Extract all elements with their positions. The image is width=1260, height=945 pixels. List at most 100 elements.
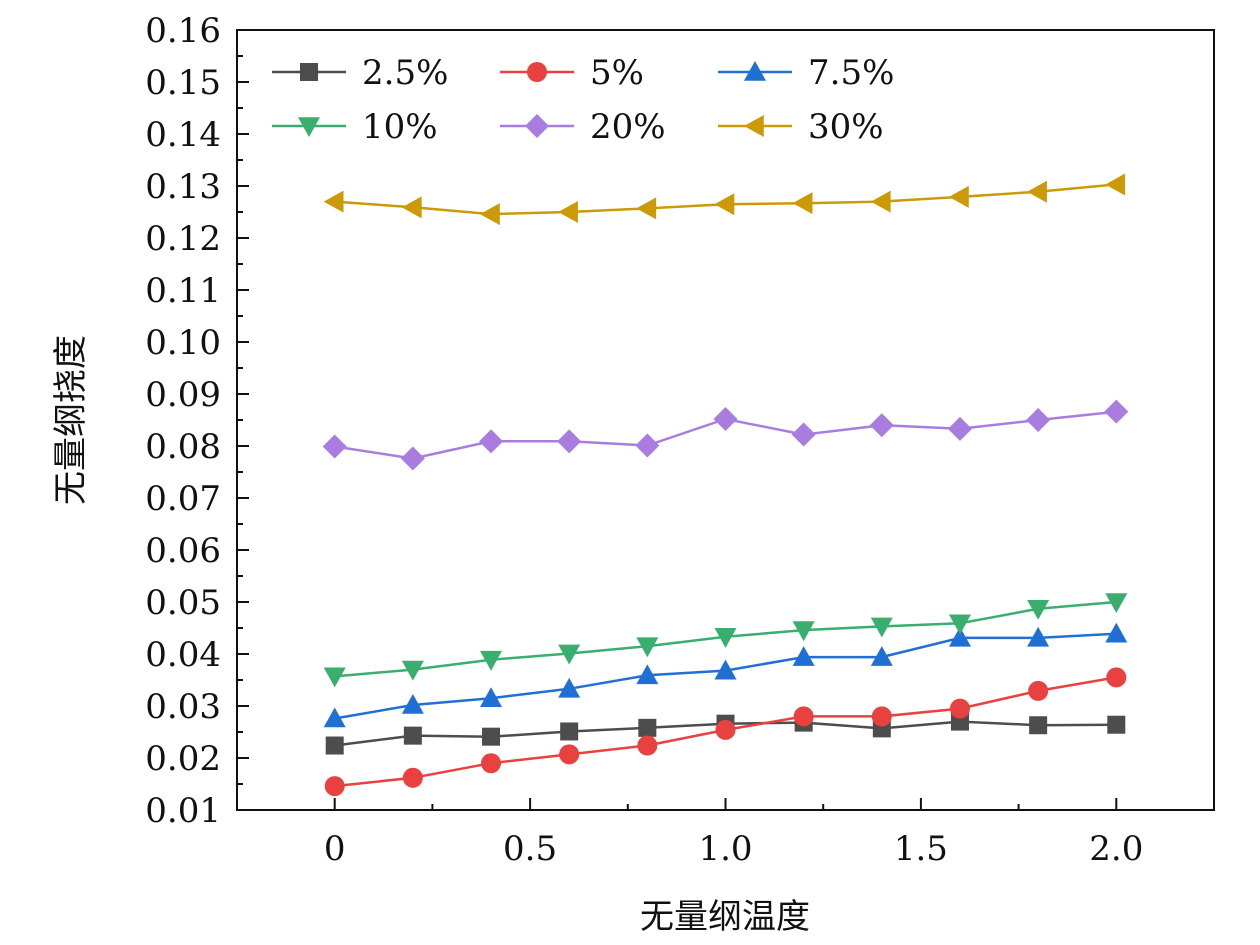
- circle-marker: [637, 735, 658, 756]
- triangle-up-marker: [870, 646, 893, 666]
- triangle-up-marker: [401, 693, 424, 714]
- legend-item: 7.5%: [718, 53, 894, 93]
- square-marker: [325, 736, 344, 755]
- triangle-up-marker: [1027, 626, 1050, 647]
- circle-marker: [402, 767, 423, 788]
- square-marker: [1107, 715, 1126, 734]
- legend-label: 5%: [590, 53, 644, 93]
- y-axis-title: 无量纲挠度: [51, 335, 91, 505]
- square-marker: [560, 722, 579, 741]
- triangle-up-marker: [558, 677, 581, 698]
- x-axis-title: 无量纲温度: [640, 897, 810, 937]
- x-tick-label: 1.0: [698, 829, 752, 869]
- triangle-down-marker: [792, 621, 815, 642]
- square-marker: [403, 726, 422, 745]
- triangle-down-marker: [298, 117, 320, 137]
- triangle-down-marker: [323, 667, 346, 688]
- legend-item: 2.5%: [272, 53, 448, 93]
- circle-marker: [793, 706, 814, 727]
- circle-marker: [481, 753, 502, 774]
- x-axis-ticks: 0 0.5 1.0 1.5 2.0: [324, 798, 1143, 869]
- legend-item: 20%: [500, 107, 666, 147]
- triangle-left-marker: [1105, 173, 1126, 196]
- y-tick-label: 0.04: [145, 635, 221, 675]
- series-2: [324, 667, 1127, 797]
- triangle-left-marker: [870, 190, 891, 213]
- triangle-up-marker: [636, 664, 659, 685]
- legend-item: 5%: [500, 53, 644, 93]
- triangle-down-marker: [636, 637, 659, 658]
- legend-label: 10%: [362, 107, 438, 147]
- y-axis-ticks: 0.01 0.02 0.03 0.04 0.05 0.06 0.07 0.08 0.09 0.10…: [145, 11, 249, 831]
- triangle-left-marker: [744, 115, 764, 137]
- series-6: [323, 173, 1126, 226]
- triangle-up-marker: [1105, 622, 1128, 643]
- square-marker: [1029, 716, 1048, 735]
- y-tick-label: 0.12: [145, 219, 221, 259]
- triangle-down-marker: [870, 617, 893, 638]
- x-tick-label: 0.5: [503, 829, 557, 869]
- y-tick-label: 0.03: [145, 687, 221, 727]
- diamond-marker: [1026, 408, 1051, 432]
- x-tick-label: 2.0: [1089, 829, 1143, 869]
- triangle-left-marker: [948, 185, 969, 208]
- y-tick-label: 0.11: [145, 271, 221, 311]
- y-tick-label: 0.13: [145, 167, 221, 207]
- triangle-down-marker: [401, 660, 424, 681]
- diamond-marker: [400, 446, 425, 471]
- y-tick-label: 0.08: [145, 427, 221, 467]
- triangle-left-marker: [636, 197, 657, 220]
- y-tick-label: 0.05: [145, 583, 221, 623]
- x-tick-label: 1.5: [894, 829, 948, 869]
- legend-label: 2.5%: [362, 53, 448, 93]
- legend-label: 20%: [590, 107, 666, 147]
- y-tick-label: 0.10: [145, 323, 221, 363]
- diamond-marker: [479, 429, 504, 454]
- diamond-marker: [1104, 399, 1129, 424]
- y-tick-label: 0.02: [145, 739, 221, 779]
- series-5: [322, 399, 1129, 471]
- diamond-marker: [869, 413, 894, 438]
- y-tick-label: 0.16: [145, 11, 221, 51]
- triangle-left-marker: [1027, 180, 1047, 203]
- triangle-down-marker: [1105, 593, 1128, 613]
- y-tick-label: 0.07: [145, 479, 221, 519]
- diamond-marker: [525, 114, 549, 138]
- series-layer: [322, 173, 1129, 797]
- triangle-left-marker: [480, 203, 500, 226]
- triangle-down-marker: [948, 614, 971, 635]
- legend: 2.5% 5% 7.5% 10% 20% 30%: [272, 53, 894, 147]
- triangle-up-marker: [744, 61, 766, 81]
- triangle-left-marker: [323, 190, 344, 213]
- square-marker: [482, 727, 501, 746]
- triangle-up-marker: [714, 659, 737, 680]
- diamond-marker: [557, 429, 582, 454]
- diamond-marker: [322, 434, 347, 459]
- triangle-left-marker: [558, 201, 578, 223]
- triangle-up-marker: [323, 707, 346, 728]
- circle-marker: [1106, 667, 1127, 688]
- legend-label: 7.5%: [808, 53, 894, 93]
- circle-marker: [871, 706, 892, 727]
- y-tick-label: 0.15: [145, 63, 221, 103]
- circle-marker: [1028, 680, 1049, 701]
- triangle-down-marker: [714, 628, 737, 648]
- x-tick-label: 0: [324, 829, 346, 869]
- y-tick-label: 0.06: [145, 531, 221, 571]
- triangle-up-marker: [948, 626, 971, 647]
- legend-item: 10%: [272, 107, 438, 147]
- circle-marker: [527, 62, 547, 82]
- series-4: [323, 593, 1128, 688]
- square-marker: [300, 63, 318, 81]
- triangle-down-marker: [480, 650, 503, 671]
- series-3: [323, 622, 1128, 728]
- circle-marker: [559, 744, 580, 765]
- legend-label: 30%: [808, 107, 884, 147]
- triangle-up-marker: [792, 646, 815, 666]
- triangle-up-marker: [480, 687, 503, 707]
- circle-marker: [715, 719, 736, 740]
- legend-item: 30%: [718, 107, 884, 147]
- triangle-down-marker: [558, 644, 581, 665]
- triangle-left-marker: [792, 192, 813, 215]
